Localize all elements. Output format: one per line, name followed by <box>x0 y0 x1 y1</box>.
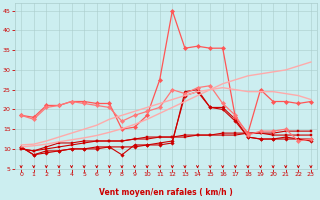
X-axis label: Vent moyen/en rafales ( km/h ): Vent moyen/en rafales ( km/h ) <box>99 188 233 197</box>
